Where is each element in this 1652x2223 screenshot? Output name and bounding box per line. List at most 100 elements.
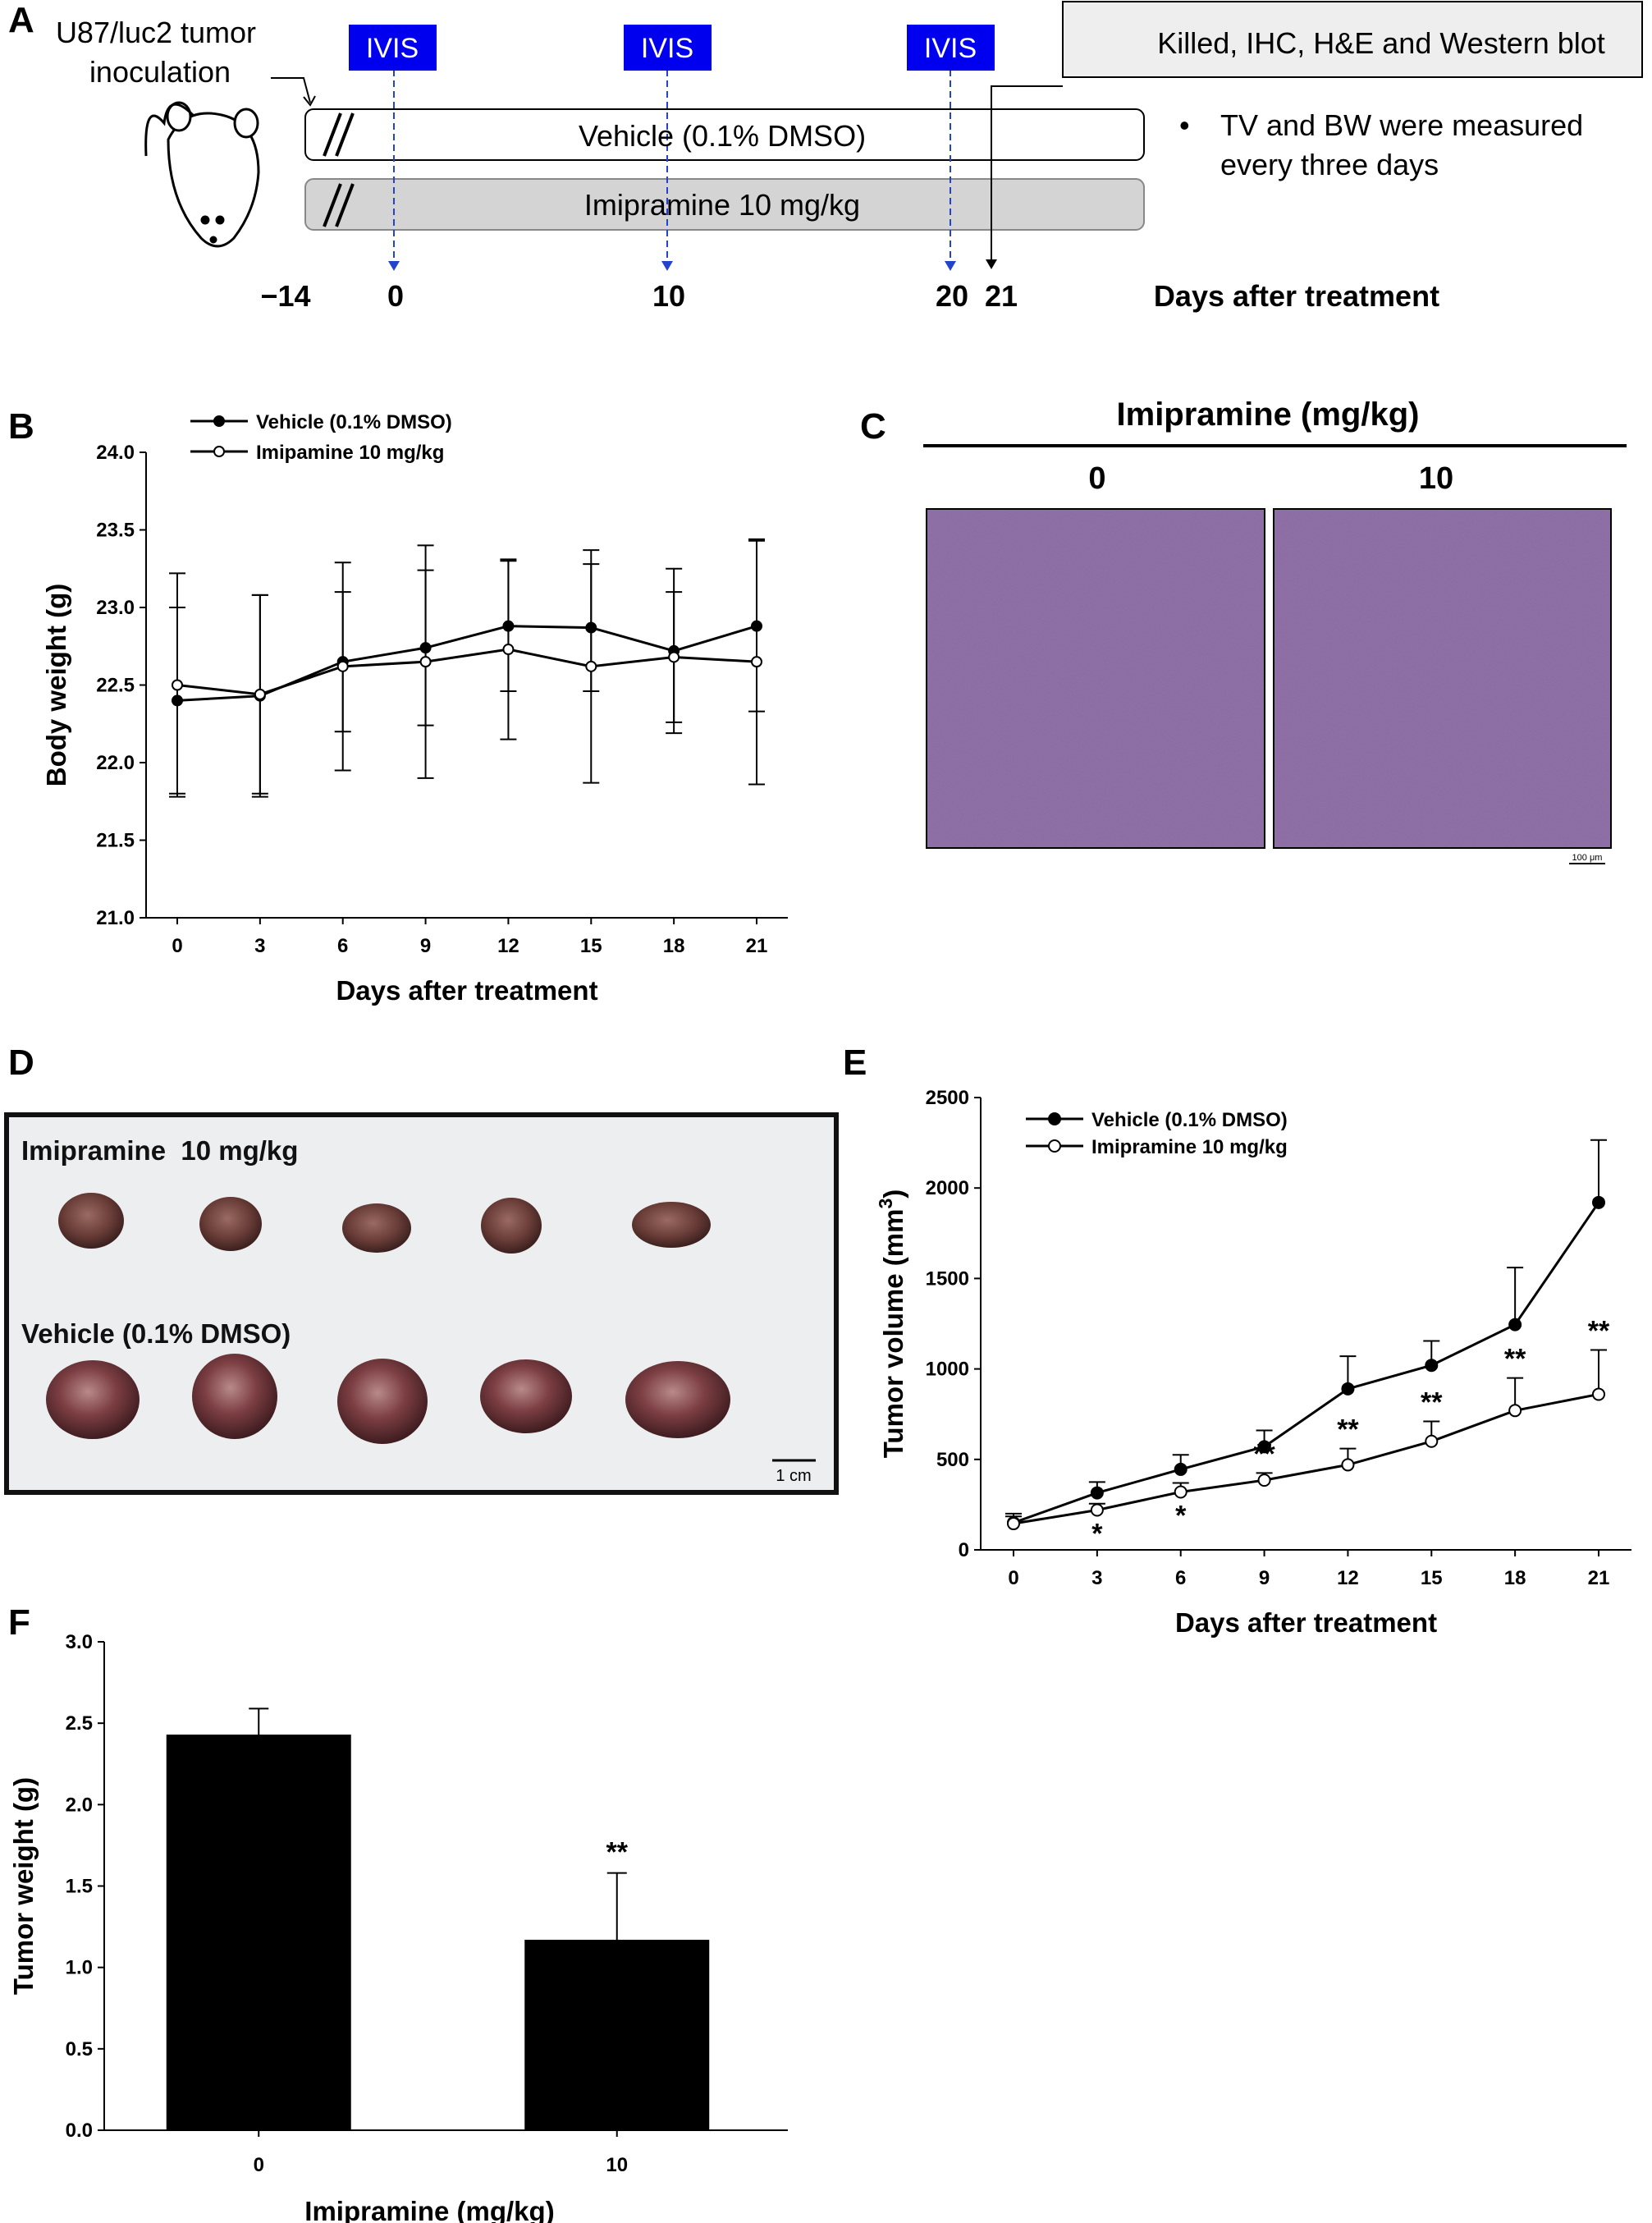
vehicle-bar-label: Vehicle (0.1% DMSO) (579, 119, 866, 153)
histology-scale-bar-label: 100 μm (1572, 853, 1603, 863)
data-point (336, 660, 349, 672)
y-tick-label: 2000 (926, 1177, 969, 1199)
significance-mark: * (1175, 1500, 1187, 1531)
ivis-label-3: IVIS (924, 33, 977, 64)
imipramine-bar-label: Imipramine 10 mg/kg (584, 188, 860, 222)
x-tick-label: 10 (606, 2154, 628, 2176)
endpoint-arrowhead (986, 259, 997, 269)
endpoint-box (1062, 1, 1643, 78)
x-axis-label: Imipramine (mg/kg) (304, 2196, 554, 2223)
x-tick-label: 12 (497, 935, 519, 957)
y-tick-label: 1000 (926, 1359, 969, 1381)
imipramine-tumors (58, 1193, 711, 1254)
timeline-tick-neg14: −14 (260, 279, 310, 313)
y-axis-label: Tumor weight (g) (8, 1777, 39, 1995)
ivis-box-3 (907, 25, 995, 71)
x-tick-label: 3 (254, 935, 265, 957)
y-tick-label: 22.0 (96, 752, 135, 774)
data-point (751, 656, 762, 668)
tumor-photo-drawing: 1 cm (46, 1193, 816, 1485)
tumor-imi-3 (342, 1203, 411, 1253)
endpoint-label: Killed, IHC, H&E and Western blot (1157, 26, 1605, 60)
y-tick-label: 23.0 (96, 597, 135, 619)
photo-row-label-imipramine: Imipramine 10 mg/kg (21, 1135, 299, 1166)
legend-marker (1048, 1112, 1061, 1125)
imipramine-bar (304, 178, 1145, 231)
significance-mark: * (1091, 1519, 1103, 1550)
note-line2: every three days (1220, 148, 1439, 181)
legend-marker (1048, 1139, 1061, 1153)
tumor-veh-2 (192, 1354, 277, 1439)
y-axis-label: Tumor volume (mm3) (875, 1189, 908, 1459)
data-point (502, 644, 515, 656)
histology-col-label-10: 10 (1419, 461, 1453, 496)
legend-label: Imipramine 10 mg/kg (1091, 1136, 1288, 1158)
series-line-1 (176, 648, 757, 696)
data-point (1090, 1486, 1104, 1500)
histology-col-label-0: 0 (1088, 461, 1105, 496)
data-point (1090, 1503, 1104, 1517)
series-line-1 (1013, 1392, 1599, 1525)
photo-scale-bar-label: 1 cm (776, 1467, 811, 1485)
y-tick-label: 21.5 (96, 830, 135, 852)
data-point (1425, 1434, 1439, 1448)
mouse-icon (144, 101, 260, 248)
data-point (1592, 1387, 1605, 1401)
y-tick-label: 3.0 (66, 1631, 93, 1653)
bar (166, 1735, 351, 2130)
data-point (1174, 1485, 1188, 1499)
timeline-tick-21: 21 (985, 279, 1018, 313)
data-point (172, 679, 183, 691)
x-tick-label: 6 (337, 935, 348, 957)
data-point (1592, 1195, 1605, 1209)
photo-row-label-vehicle: Vehicle (0.1% DMSO) (21, 1318, 291, 1349)
x-tick-label: 0 (172, 935, 182, 957)
y-tick-label: 2.5 (66, 1712, 93, 1735)
timeline-axis-label: Days after treatment (1154, 279, 1439, 313)
series-line-0 (176, 625, 757, 702)
note-line1: TV and BW were measured (1220, 108, 1583, 142)
inoculation-arrowhead (303, 95, 316, 107)
x-tick-label: 12 (1337, 1567, 1359, 1589)
data-point (1257, 1440, 1271, 1454)
panel-f-letter: F (8, 1602, 30, 1643)
axis-break-marks (323, 112, 355, 227)
ivis-label-2: IVIS (641, 33, 693, 64)
data-point (1425, 1359, 1439, 1373)
tumor-weight-chart: 0.0 0.5 1.0 1.5 2.0 2.5 3.0 0 10 ** Imipramine (mg… (8, 1631, 788, 2223)
y-tick-label: 24.0 (96, 442, 135, 464)
y-tick-label: 1500 (926, 1267, 969, 1290)
panel-c-letter: C (860, 406, 886, 447)
ivis-arrows (393, 70, 951, 264)
tumor-imi-4 (481, 1198, 542, 1254)
legend-marker (213, 446, 225, 457)
significance-mark: ** (1337, 1414, 1359, 1446)
ivis-box-1 (349, 25, 437, 71)
x-tick-label: 15 (1421, 1567, 1443, 1589)
tumor-photo: 1 cm Imipramine 10 mg/kg Vehicle (0.1% D… (4, 1112, 839, 1495)
ivis-arrowheads (388, 261, 956, 271)
data-point (585, 660, 597, 672)
timeline-tick-10: 10 (652, 279, 685, 313)
significance-mark: ** (1588, 1315, 1610, 1346)
y-tick-label: 500 (936, 1449, 969, 1471)
tumor-veh-1 (46, 1360, 140, 1439)
significance-mark: ** (1421, 1387, 1443, 1419)
note-bullet: • (1179, 108, 1190, 142)
x-tick-label: 9 (420, 935, 431, 957)
panel-a-timeline: IVIS IVIS IVIS Killed, IHC, H&E and West… (56, 1, 1643, 313)
panel-a-letter: A (8, 0, 34, 40)
data-point (668, 651, 680, 663)
x-tick-label: 18 (1504, 1567, 1526, 1589)
legend-label: Vehicle (0.1% DMSO) (256, 411, 452, 433)
x-tick-label: 21 (1588, 1567, 1610, 1589)
series-line-0 (1013, 1201, 1600, 1524)
x-tick-label: 9 (1259, 1567, 1270, 1589)
histology-image-10 (1273, 508, 1612, 849)
ivis-box-2 (624, 25, 712, 71)
x-tick-label: 6 (1175, 1567, 1186, 1589)
panel-d-letter: D (8, 1043, 34, 1083)
legend-label: Vehicle (0.1% DMSO) (1091, 1109, 1288, 1131)
x-tick-label: 0 (1008, 1567, 1018, 1589)
endpoint-arrow (991, 85, 1063, 261)
